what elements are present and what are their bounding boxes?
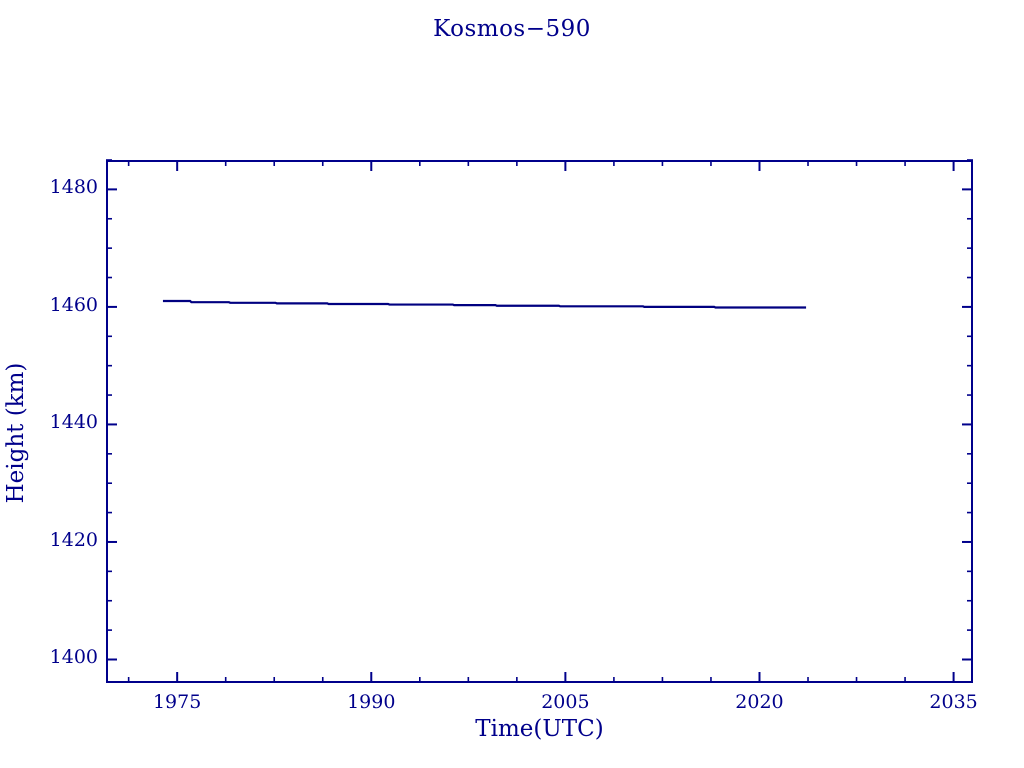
y-axis-tick-labels: 1400 1420 1440 1460 1480 bbox=[38, 0, 98, 768]
x-tick-label-1975: 1975 bbox=[152, 691, 202, 713]
x-tick-label-1990: 1990 bbox=[347, 691, 396, 713]
y-tick-label-1420: 1420 bbox=[49, 528, 98, 551]
y-axis-title: Height (km) bbox=[3, 362, 29, 504]
chart-title: Kosmos−590 bbox=[433, 16, 591, 42]
y-tick-label-1400: 1400 bbox=[49, 646, 98, 669]
x-tick-label-2035: 2035 bbox=[929, 691, 978, 713]
x-tick-label-2005: 2005 bbox=[541, 691, 590, 713]
plot-area-frame bbox=[106, 160, 973, 683]
x-tick-label-2020: 2020 bbox=[735, 691, 784, 713]
y-tick-label-1440: 1440 bbox=[49, 411, 98, 434]
x-axis-title: Time(UTC) bbox=[475, 716, 604, 742]
y-tick-label-1480: 1480 bbox=[49, 176, 98, 199]
y-tick-label-1460: 1460 bbox=[49, 293, 98, 316]
